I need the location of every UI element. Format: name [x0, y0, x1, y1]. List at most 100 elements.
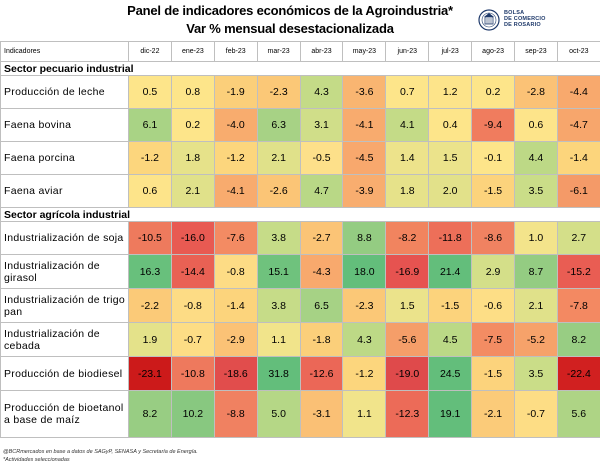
value-cell: -0.1 — [471, 141, 516, 175]
value-cell: -19.0 — [385, 356, 430, 391]
month-header: sep-23 — [514, 41, 558, 62]
table-row: Producción de biodiesel -23.1 -10.8 -18.6 31… — [0, 356, 600, 391]
month-header: jun-23 — [385, 41, 430, 62]
bcr-logo-text: BOLSA DE COMERCIO DE ROSARIO — [504, 10, 546, 29]
value-cell: -16.0 — [170, 221, 215, 255]
value-cell: -15.2 — [556, 254, 600, 289]
value-cell: -22.4 — [556, 356, 600, 391]
value-cell: 1.2 — [428, 75, 473, 109]
value-cell: -1.4 — [213, 288, 258, 323]
value-cell: 2.1 — [256, 141, 301, 175]
section-title: Sector pecuario industrial — [0, 61, 600, 76]
value-cell: 5.0 — [256, 390, 301, 438]
indicator-label: Producción de bioetanol a base de maíz — [0, 390, 129, 438]
value-cell: 2.7 — [556, 221, 600, 255]
value-cell: 1.4 — [385, 141, 430, 175]
value-cell: 4.4 — [514, 141, 558, 175]
value-cell: -4.1 — [342, 108, 387, 142]
value-cell: -1.8 — [299, 322, 344, 357]
value-cell: -1.5 — [428, 288, 473, 323]
table-row: Industrialización de soja -10.5 -16.0 -7.6 3… — [0, 221, 600, 255]
value-cell: 8.2 — [128, 390, 172, 438]
value-cell: -6.1 — [556, 174, 600, 208]
value-cell: -12.3 — [385, 390, 430, 438]
value-cell: 0.6 — [514, 108, 558, 142]
value-cell: 5.6 — [556, 390, 600, 438]
header: Panel de indicadores económicos de la Ag… — [0, 0, 600, 40]
footer: @BCRmercados en base a datos de SAGyP, S… — [3, 448, 198, 464]
table-row: Industrialización de trigo pan -2.2 -0.8 -1.… — [0, 288, 600, 323]
value-cell: -3.6 — [342, 75, 387, 109]
indicator-label: Industrialización de trigo pan — [0, 288, 129, 323]
value-cell: -18.6 — [213, 356, 258, 391]
value-cell: -4.1 — [213, 174, 258, 208]
indicator-label: Faena porcina — [0, 141, 129, 175]
value-cell: -11.8 — [428, 221, 473, 255]
value-cell: 24.5 — [428, 356, 473, 391]
source-note: @BCRmercados en base a datos de SAGyP, S… — [3, 449, 198, 455]
value-cell: 31.8 — [256, 356, 301, 391]
value-cell: -4.0 — [213, 108, 258, 142]
value-cell: 1.8 — [385, 174, 430, 208]
bcr-seal-icon — [478, 9, 500, 31]
value-cell: 10.2 — [170, 390, 215, 438]
value-cell: 21.4 — [428, 254, 473, 289]
value-cell: 4.5 — [428, 322, 473, 357]
value-cell: -12.6 — [299, 356, 344, 391]
value-cell: -1.5 — [471, 356, 516, 391]
indicator-label: Producción de biodiesel — [0, 356, 129, 391]
table-row: Industrialización de girasol 16.3 -14.4 -0.8… — [0, 254, 600, 289]
value-cell: 1.5 — [385, 288, 430, 323]
table-header-row: Indicadores dic-22 ene-23 feb-23 mar-23 abr-… — [0, 41, 600, 62]
value-cell: 2.9 — [471, 254, 516, 289]
value-cell: -7.6 — [213, 221, 258, 255]
value-cell: 2.1 — [170, 174, 215, 208]
indicator-label: Producción de leche — [0, 75, 129, 109]
month-header: oct-23 — [556, 41, 600, 62]
value-cell: 0.7 — [385, 75, 430, 109]
value-cell: -10.8 — [170, 356, 215, 391]
value-cell: -16.9 — [385, 254, 430, 289]
value-cell: 1.9 — [128, 322, 172, 357]
value-cell: 0.5 — [128, 75, 172, 109]
value-cell: -3.1 — [299, 390, 344, 438]
value-cell: -2.9 — [213, 322, 258, 357]
value-cell: 4.7 — [299, 174, 344, 208]
indicator-label: Faena aviar — [0, 174, 129, 208]
value-cell: 3.5 — [514, 356, 558, 391]
value-cell: 3.1 — [299, 108, 344, 142]
value-cell: 6.5 — [299, 288, 344, 323]
panel-subtitle: Var % mensual desestacionalizada — [186, 21, 394, 36]
value-cell: -2.6 — [256, 174, 301, 208]
indicator-label: Industrialización de girasol — [0, 254, 129, 289]
value-cell: -4.5 — [342, 141, 387, 175]
value-cell: 0.8 — [170, 75, 215, 109]
value-cell: 0.6 — [128, 174, 172, 208]
month-header: may-23 — [342, 41, 387, 62]
month-header: jul-23 — [428, 41, 473, 62]
value-cell: -2.2 — [128, 288, 172, 323]
value-cell: -2.8 — [514, 75, 558, 109]
value-cell: 15.1 — [256, 254, 301, 289]
indicator-column-header: Indicadores — [0, 41, 129, 62]
value-cell: -23.1 — [128, 356, 172, 391]
value-cell: 0.2 — [471, 75, 516, 109]
indicator-label: Faena bovina — [0, 108, 129, 142]
month-header: ene-23 — [170, 41, 215, 62]
value-cell: 8.8 — [342, 221, 387, 255]
value-cell: -8.2 — [385, 221, 430, 255]
section-title: Sector agrícola industrial — [0, 207, 600, 222]
month-header: ago-23 — [471, 41, 516, 62]
value-cell: -8.6 — [471, 221, 516, 255]
value-cell: -0.5 — [299, 141, 344, 175]
indicators-table: Indicadores dic-22 ene-23 feb-23 mar-23 abr-… — [0, 41, 600, 438]
value-cell: -4.3 — [299, 254, 344, 289]
value-cell: -14.4 — [170, 254, 215, 289]
value-cell: 2.0 — [428, 174, 473, 208]
month-header: feb-23 — [213, 41, 258, 62]
table-row: Industrialización de cebada 1.9 -0.7 -2.9 1.1… — [0, 322, 600, 357]
value-cell: -0.7 — [170, 322, 215, 357]
value-cell: -7.5 — [471, 322, 516, 357]
value-cell: -4.7 — [556, 108, 600, 142]
value-cell: -3.9 — [342, 174, 387, 208]
